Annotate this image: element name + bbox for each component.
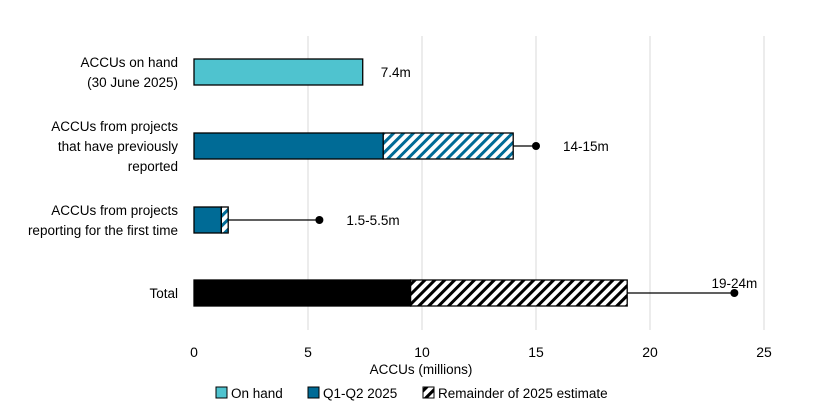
category-label: Total bbox=[149, 286, 178, 301]
legend-label: Remainder of 2025 estimate bbox=[438, 386, 608, 401]
data-label: 19-24m bbox=[711, 276, 757, 291]
category-label: ACCUs from projects bbox=[51, 119, 178, 134]
bar-segment bbox=[409, 279, 628, 307]
x-tick-label: 15 bbox=[528, 344, 544, 360]
estimate-marker bbox=[730, 289, 739, 297]
bar-segment bbox=[382, 132, 514, 160]
bar-segment bbox=[193, 206, 223, 234]
category-label: reporting for the first time bbox=[28, 223, 178, 238]
labels: 7.4m ACCUs on hand (30 June 2025) 14-15m ACC… bbox=[28, 55, 757, 301]
category-label: (30 June 2025) bbox=[87, 75, 178, 90]
bar-segment bbox=[193, 279, 412, 307]
legend-label: Q1-Q2 2025 bbox=[323, 386, 397, 401]
bar-segment bbox=[193, 132, 384, 160]
x-tick-label: 5 bbox=[304, 344, 312, 360]
estimate-marker bbox=[315, 216, 324, 224]
legend-label: On hand bbox=[231, 386, 283, 401]
bar-segment bbox=[220, 206, 229, 234]
bar-segment bbox=[193, 58, 364, 86]
legend-swatch bbox=[215, 386, 228, 399]
category-label: ACCUs on hand bbox=[80, 55, 178, 70]
category-label: reported bbox=[128, 159, 178, 174]
bars bbox=[193, 58, 739, 307]
legend-swatch bbox=[422, 386, 435, 399]
data-label: 1.5-5.5m bbox=[346, 213, 399, 228]
category-label: that have previously bbox=[58, 139, 178, 154]
x-tick-label: 20 bbox=[642, 344, 658, 360]
x-tick-label: 25 bbox=[756, 344, 772, 360]
x-tick-label: 10 bbox=[414, 344, 430, 360]
legend-swatch bbox=[307, 386, 320, 399]
estimate-marker bbox=[532, 142, 540, 150]
category-label: ACCUs from projects bbox=[51, 203, 178, 218]
legend: On hand Q1-Q2 2025 Remainder of 2025 estim… bbox=[215, 386, 608, 401]
data-label: 14-15m bbox=[563, 139, 609, 154]
x-tick-label: 0 bbox=[190, 344, 198, 360]
data-label: 7.4m bbox=[381, 65, 411, 80]
x-axis-title: ACCUs (millions) bbox=[370, 362, 473, 377]
